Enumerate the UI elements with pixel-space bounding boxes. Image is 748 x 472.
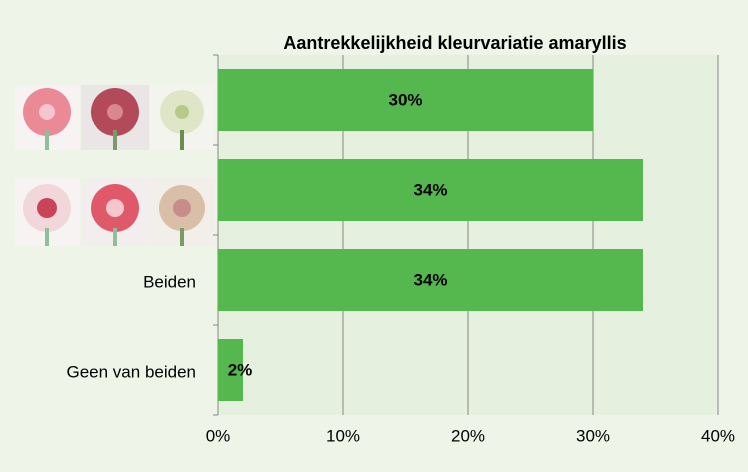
data-label: 2% xyxy=(228,360,253,379)
x-tick-label: 0% xyxy=(206,426,231,445)
flower-images-2 xyxy=(15,178,215,246)
flower-images-1 xyxy=(15,85,215,150)
data-label: 34% xyxy=(413,270,447,289)
data-label: 30% xyxy=(388,90,422,109)
page: Aantrekkelijkheid kleurvariatie amarylli… xyxy=(0,0,748,472)
y-tick-label: Geen van beiden xyxy=(67,362,197,381)
x-tick-label: 10% xyxy=(326,426,360,445)
x-tick-label: 20% xyxy=(451,426,485,445)
chart-title: Aantrekkelijkheid kleurvariatie amarylli… xyxy=(283,33,626,53)
chart: Aantrekkelijkheid kleurvariatie amarylli… xyxy=(0,0,748,472)
x-tick-label: 30% xyxy=(576,426,610,445)
y-tick-label: Beiden xyxy=(143,272,196,291)
data-label: 34% xyxy=(413,180,447,199)
x-tick-label: 40% xyxy=(701,426,735,445)
